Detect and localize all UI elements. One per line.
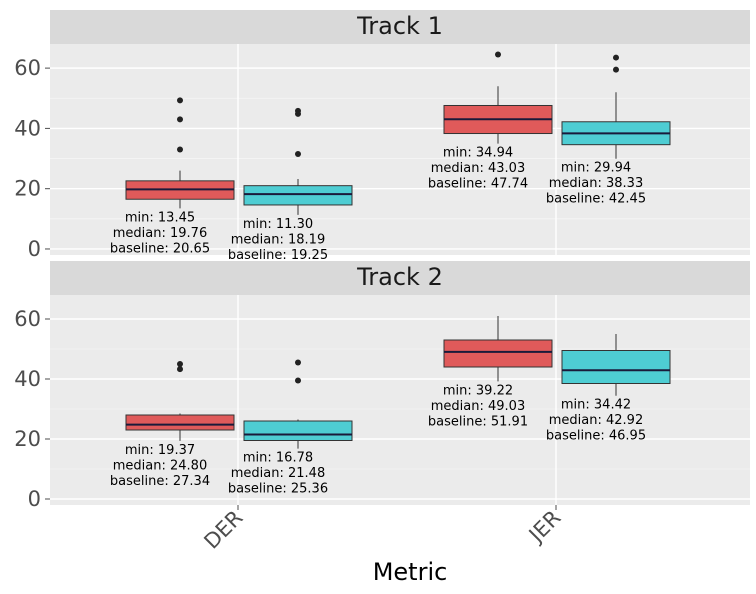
panel-background [50,44,750,255]
box-annotation: baseline: 47.74 [428,177,528,192]
box-annotation: min: 34.94 [443,146,513,161]
outlier-point [177,97,183,104]
outlier-point [295,377,301,384]
box-body [243,185,353,206]
strip-title: Track 1 [356,12,443,40]
box-annotation: min: 29.94 [561,161,631,176]
box-annotation: median: 19.76 [113,226,207,241]
y-tick-label: 20 [14,177,41,201]
box-annotation: baseline: 51.91 [428,414,528,429]
strip-title: Track 2 [356,263,443,291]
outlier-point [177,361,183,367]
panel-background [50,295,750,505]
box-annotation: baseline: 25.36 [228,482,328,497]
outlier-point [613,66,619,73]
x-axis-title: Metric [373,558,448,586]
box-annotation: median: 24.80 [113,458,207,473]
y-tick-label: 60 [14,56,41,80]
y-tick-label: 0 [28,237,41,261]
box-annotation: median: 49.03 [431,399,525,414]
box-annotation: median: 38.33 [549,176,643,191]
outlier-point [177,116,183,123]
x-tick-label: DER [199,506,247,554]
strip-background [50,10,750,44]
box-body [125,414,235,431]
y-tick-label: 40 [14,116,41,140]
y-tick-label: 40 [14,367,41,391]
box-annotation: median: 21.48 [231,466,325,481]
box-annotation: median: 42.92 [549,413,643,428]
outlier-point [177,146,183,153]
outlier-point [177,366,183,373]
box-annotation: min: 39.22 [443,383,513,398]
box-annotation: min: 19.37 [125,443,195,458]
x-tick-label: JER [523,506,565,548]
box-body [561,350,671,384]
y-tick-label: 60 [14,307,41,331]
box-annotation: min: 34.42 [561,398,631,413]
box-annotation: min: 13.45 [125,210,195,225]
box-annotation: baseline: 27.34 [110,474,210,489]
y-tick-label: 0 [28,487,41,511]
outlier-point [295,359,301,366]
box-annotation: median: 18.19 [231,232,325,247]
box-annotation: baseline: 20.65 [110,241,210,256]
box-annotation: baseline: 46.95 [546,429,646,444]
outlier-point [295,151,301,158]
box-annotation: median: 43.03 [431,161,525,176]
strip-background [50,261,750,295]
box-body [443,339,553,368]
box-body [243,420,353,441]
outlier-point [613,54,619,61]
box-annotation: min: 16.78 [243,451,313,466]
outlier-point [495,51,501,58]
outlier-point [295,107,301,114]
box-annotation: baseline: 42.45 [546,192,646,207]
y-tick-label: 20 [14,427,41,451]
box-annotation: baseline: 19.25 [228,248,328,263]
box-annotation: min: 11.30 [243,217,313,232]
